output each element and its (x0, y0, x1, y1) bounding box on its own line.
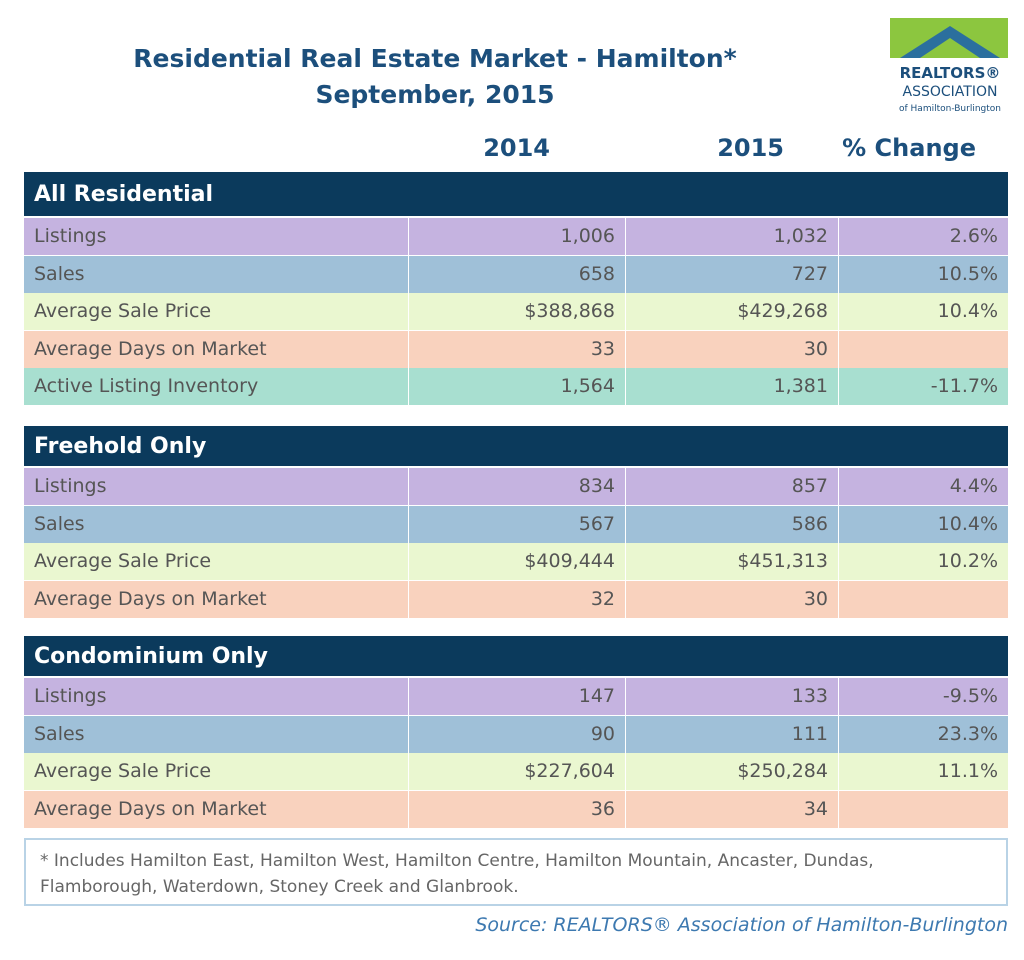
footnote: * Includes Hamilton East, Hamilton West,… (24, 838, 1008, 906)
cell: 10.2% (838, 543, 1008, 580)
cell: 834 (408, 468, 625, 505)
table-row: Average Sale Price $227,604 $250,284 11.1% (24, 753, 1008, 790)
table-row: Average Days on Market 33 30 (24, 330, 1008, 368)
cell: 147 (408, 678, 625, 715)
cell: 10.4% (838, 293, 1008, 330)
row-label: Listings (34, 475, 107, 497)
cell: 727 (625, 255, 838, 293)
cell: 23.3% (838, 715, 1008, 753)
cell: $227,604 (408, 753, 625, 790)
logo: REALTORS® ASSOCIATION of Hamilton-Burlin… (890, 18, 1008, 114)
cell: 1,381 (625, 368, 838, 405)
table-row: Average Days on Market 32 30 (24, 580, 1008, 618)
subtitle: September, 2015 (315, 80, 555, 109)
cell: $429,268 (625, 293, 838, 330)
table-row: Average Sale Price $388,868 $429,268 10.4% (24, 293, 1008, 330)
cell (838, 330, 1008, 368)
row-label: Active Listing Inventory (34, 375, 259, 397)
row-label: Listings (34, 225, 107, 247)
title: Residential Real Estate Market - Hamilto… (133, 44, 737, 73)
cell: 1,032 (625, 218, 838, 255)
cell: 4.4% (838, 468, 1008, 505)
cell: 658 (408, 255, 625, 293)
cell: 1,006 (408, 218, 625, 255)
cell: -9.5% (838, 678, 1008, 715)
table-row: Listings 147 133 -9.5% (24, 678, 1008, 715)
column-header: % Change (842, 134, 976, 162)
cell: 10.5% (838, 255, 1008, 293)
row-label: Average Sale Price (34, 550, 212, 572)
cell: 586 (625, 505, 838, 543)
cell: 90 (408, 715, 625, 753)
cell: 133 (625, 678, 838, 715)
section-header: Freehold Only (24, 426, 1008, 466)
cell: -11.7% (838, 368, 1008, 405)
row-label: Average Days on Market (34, 587, 267, 610)
row-label: Average Days on Market (34, 797, 267, 820)
table-row: Sales 567 586 10.4% (24, 505, 1008, 543)
table-row: Sales 658 727 10.5% (24, 255, 1008, 293)
cell: 567 (408, 505, 625, 543)
cell: $409,444 (408, 543, 625, 580)
cell (838, 580, 1008, 618)
cell: 34 (625, 790, 838, 828)
source: Source: REALTORS® Association of Hamilto… (475, 914, 1008, 936)
table-row: Sales 90 111 23.3% (24, 715, 1008, 753)
cell: 33 (408, 330, 625, 368)
row-label: Listings (34, 685, 107, 707)
cell: 2.6% (838, 218, 1008, 255)
table-row: Listings 834 857 4.4% (24, 468, 1008, 505)
cell: 111 (625, 715, 838, 753)
cell: 10.4% (838, 505, 1008, 543)
cell: $451,313 (625, 543, 838, 580)
row-label: Sales (34, 512, 85, 535)
cell (838, 790, 1008, 828)
column-header: 2014 (483, 134, 550, 162)
cell: 32 (408, 580, 625, 618)
row-label: Sales (34, 722, 85, 745)
row-label: Average Days on Market (34, 337, 267, 360)
table-row: Listings 1,006 1,032 2.6% (24, 218, 1008, 255)
row-label: Average Sale Price (34, 760, 212, 782)
logo-text: REALTORS® (900, 64, 1001, 82)
cell: 30 (625, 580, 838, 618)
cell: 857 (625, 468, 838, 505)
logo-text: of Hamilton-Burlington (899, 104, 1001, 114)
section-header: All Residential (24, 172, 1008, 216)
column-header: 2015 (717, 134, 784, 162)
cell: 1,564 (408, 368, 625, 405)
cell: $388,868 (408, 293, 625, 330)
row-label: Average Sale Price (34, 300, 212, 322)
cell: $250,284 (625, 753, 838, 790)
logo-text: ASSOCIATION (903, 84, 998, 100)
cell: 30 (625, 330, 838, 368)
section-header: Condominium Only (24, 636, 1008, 676)
cell: 11.1% (838, 753, 1008, 790)
row-label: Sales (34, 262, 85, 285)
table-row: Average Days on Market 36 34 (24, 790, 1008, 828)
cell: 36 (408, 790, 625, 828)
table-row: Active Listing Inventory 1,564 1,381 -11.7% (24, 368, 1008, 405)
table-row: Average Sale Price $409,444 $451,313 10.2% (24, 543, 1008, 580)
